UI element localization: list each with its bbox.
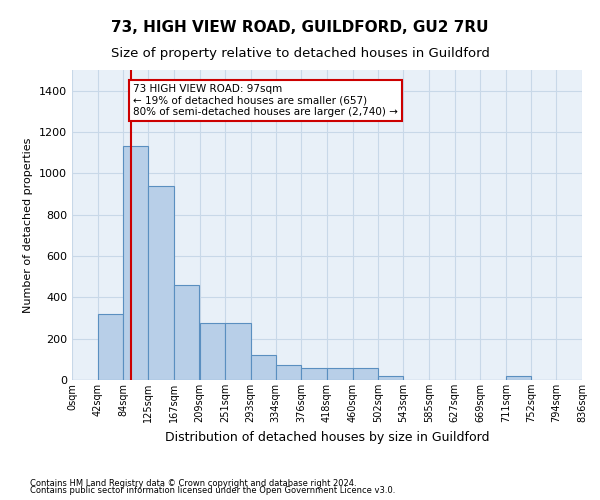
Bar [251,355,276,380]
Bar [148,186,174,380]
Bar [174,285,199,380]
Bar [199,323,225,380]
Text: Size of property relative to detached houses in Guildford: Size of property relative to detached ho… [110,48,490,60]
X-axis label: Distribution of detached houses by size in Guildford: Distribution of detached houses by size … [165,430,489,444]
Bar [225,323,251,380]
Bar [276,364,301,380]
Bar [123,146,148,380]
Bar [301,368,327,380]
Bar [353,368,378,380]
Y-axis label: Number of detached properties: Number of detached properties [23,138,34,312]
Bar [327,368,353,380]
Text: 73 HIGH VIEW ROAD: 97sqm
← 19% of detached houses are smaller (657)
80% of semi-: 73 HIGH VIEW ROAD: 97sqm ← 19% of detach… [133,84,398,117]
Bar [506,376,531,380]
Text: Contains HM Land Registry data © Crown copyright and database right 2024.: Contains HM Land Registry data © Crown c… [30,478,356,488]
Bar [378,376,403,380]
Text: Contains public sector information licensed under the Open Government Licence v3: Contains public sector information licen… [30,486,395,495]
Text: 73, HIGH VIEW ROAD, GUILDFORD, GU2 7RU: 73, HIGH VIEW ROAD, GUILDFORD, GU2 7RU [111,20,489,35]
Bar [98,314,123,380]
